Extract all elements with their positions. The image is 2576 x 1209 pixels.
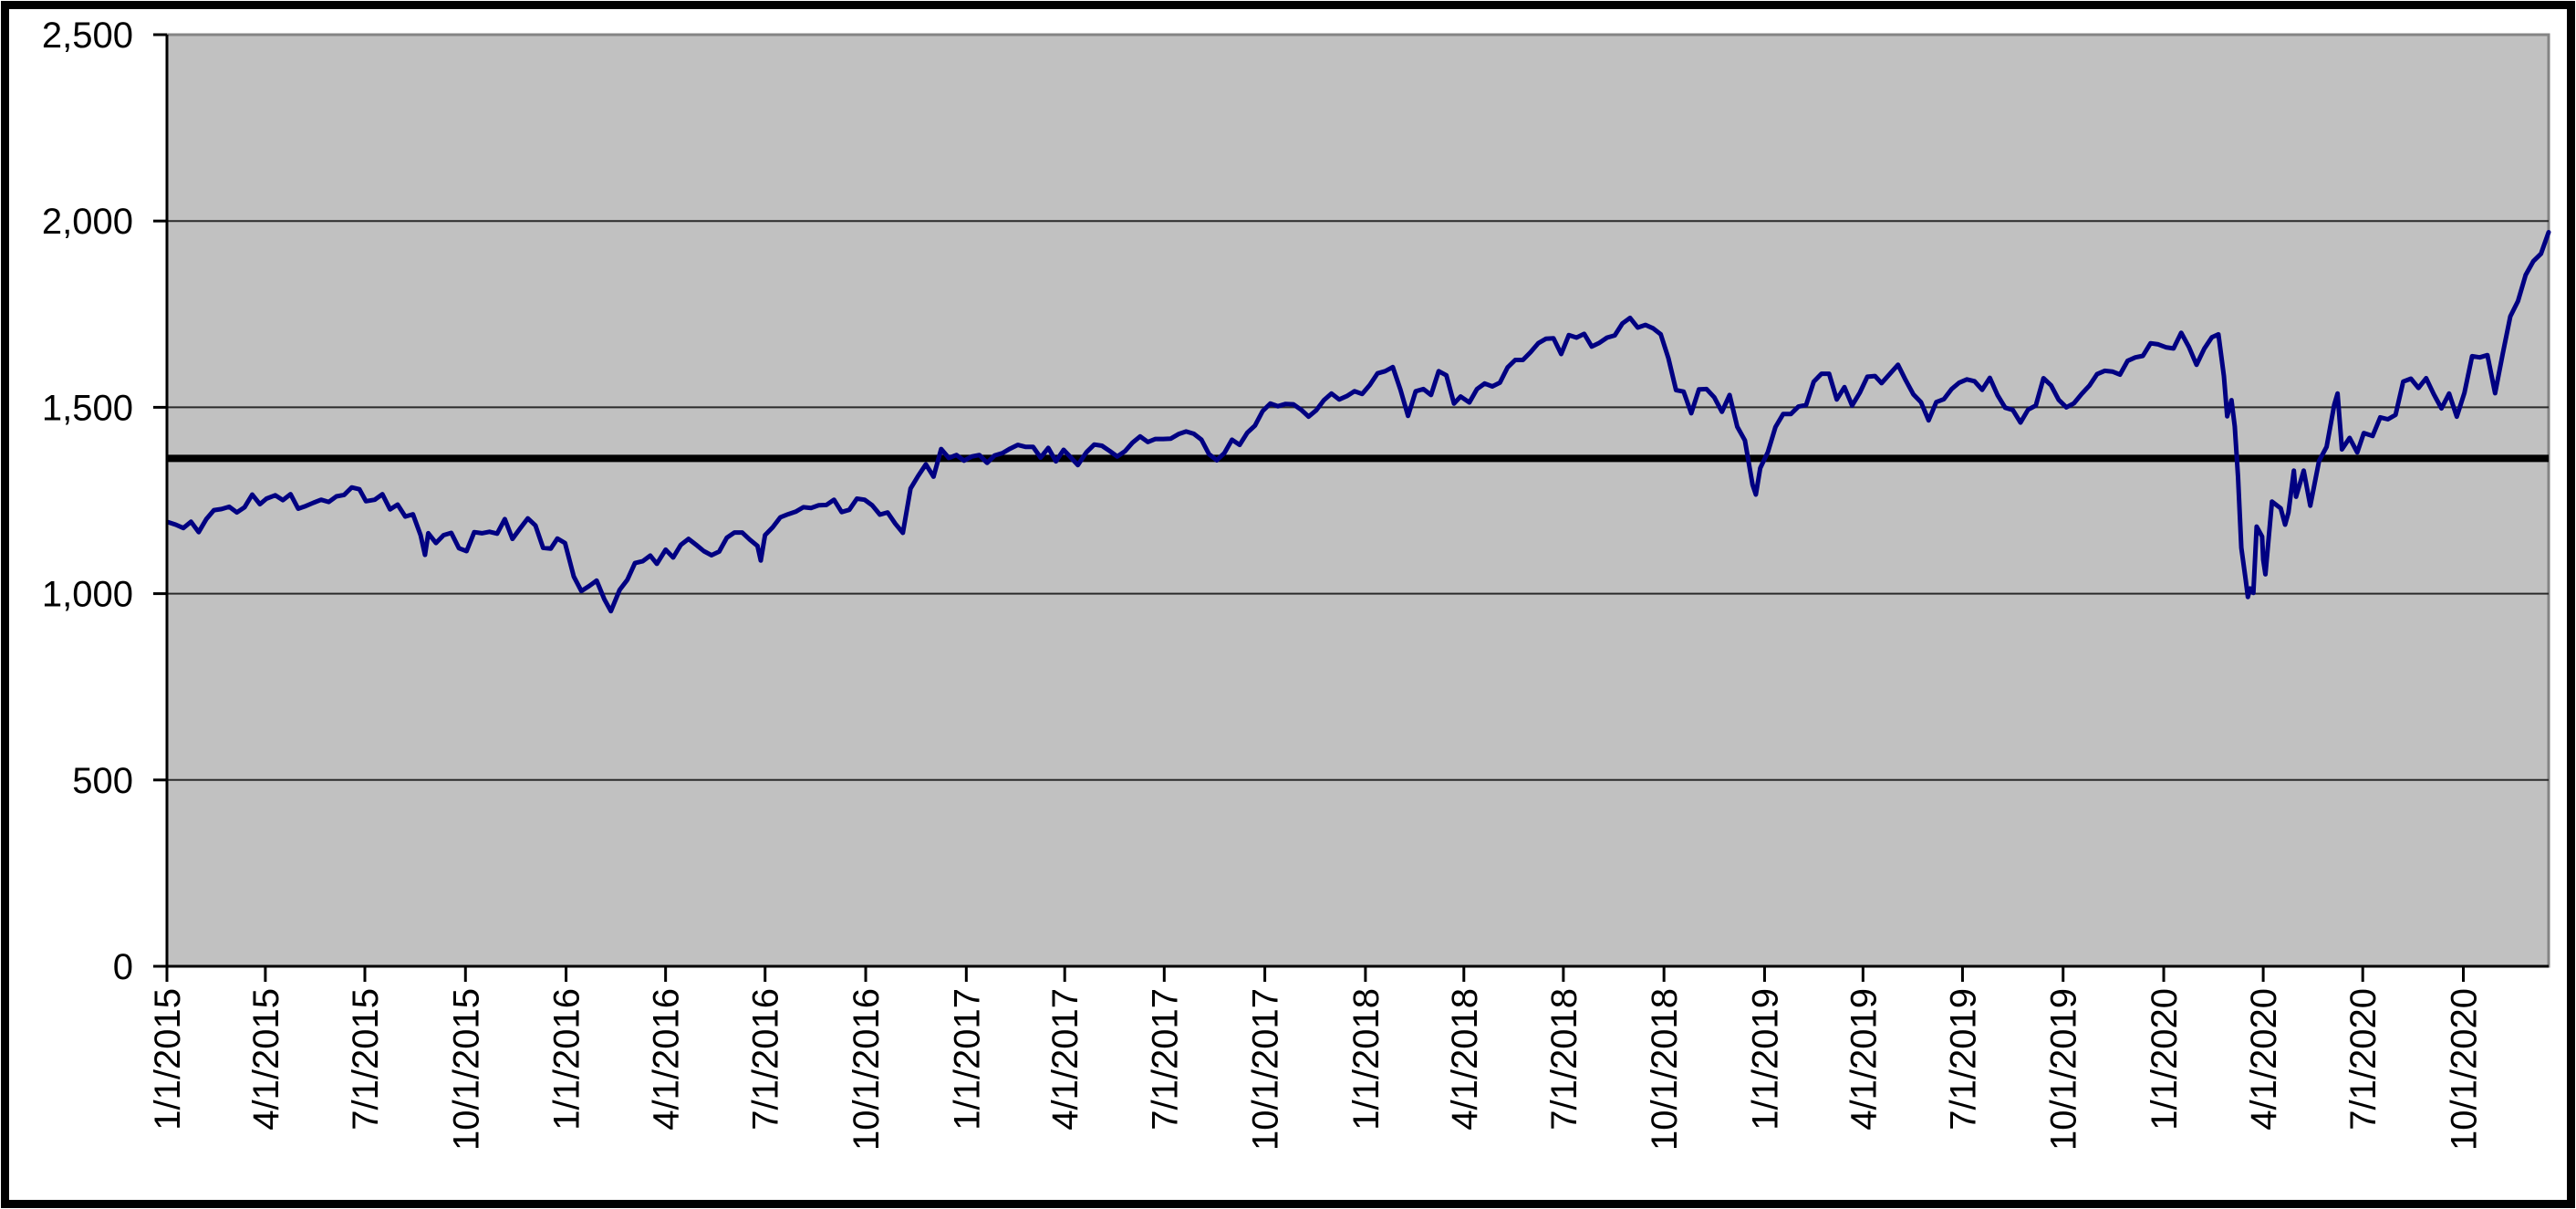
x-tick-label-7/1/2019: 7/1/2019: [1943, 988, 1983, 1131]
x-tick-label-4/1/2017: 4/1/2017: [1045, 988, 1085, 1131]
x-tick-label-4/1/2018: 4/1/2018: [1445, 988, 1485, 1131]
y-tick-label-2,500: 2,500: [42, 16, 133, 56]
x-tick-label-1/1/2016: 1/1/2016: [547, 988, 587, 1131]
x-tick-label-1/1/2020: 1/1/2020: [2145, 988, 2185, 1131]
x-tick-label-4/1/2019: 4/1/2019: [1844, 988, 1884, 1131]
y-tick-label-1,500: 1,500: [42, 388, 133, 428]
x-tick-label-7/1/2017: 7/1/2017: [1145, 988, 1185, 1131]
y-tick-label-500: 500: [72, 761, 133, 801]
x-tick-label-10/1/2015: 10/1/2015: [446, 988, 486, 1151]
series-index-level: [165, 230, 2551, 614]
x-tick-label-4/1/2020: 4/1/2020: [2244, 988, 2284, 1131]
x-tick-label-4/1/2015: 4/1/2015: [246, 988, 286, 1131]
x-tick-label-10/1/2016: 10/1/2016: [847, 988, 887, 1151]
x-tick-label-1/1/2018: 1/1/2018: [1346, 988, 1387, 1131]
x-tick-label-10/1/2019: 10/1/2019: [2044, 988, 2084, 1151]
y-tick-label-0: 0: [113, 947, 133, 987]
x-tick-label-10/1/2020: 10/1/2020: [2444, 988, 2484, 1151]
x-tick-label-10/1/2018: 10/1/2018: [1645, 988, 1685, 1151]
x-tick-label-7/1/2016: 7/1/2016: [746, 988, 786, 1131]
x-tick-label-1/1/2015: 1/1/2015: [148, 988, 188, 1131]
x-tick-label-10/1/2017: 10/1/2017: [1246, 988, 1286, 1151]
x-tick-label-7/1/2020: 7/1/2020: [2343, 988, 2384, 1131]
x-tick-label-1/1/2019: 1/1/2019: [1745, 988, 1785, 1131]
x-tick-label-1/1/2017: 1/1/2017: [947, 988, 987, 1131]
x-tick-label-7/1/2018: 7/1/2018: [1544, 988, 1584, 1131]
y-tick-label-1,000: 1,000: [42, 575, 133, 615]
y-tick-label-2,000: 2,000: [42, 202, 133, 242]
x-tick-label-4/1/2016: 4/1/2016: [647, 988, 687, 1131]
x-tick-label-7/1/2015: 7/1/2015: [346, 988, 386, 1131]
plot-area: [165, 33, 2550, 968]
